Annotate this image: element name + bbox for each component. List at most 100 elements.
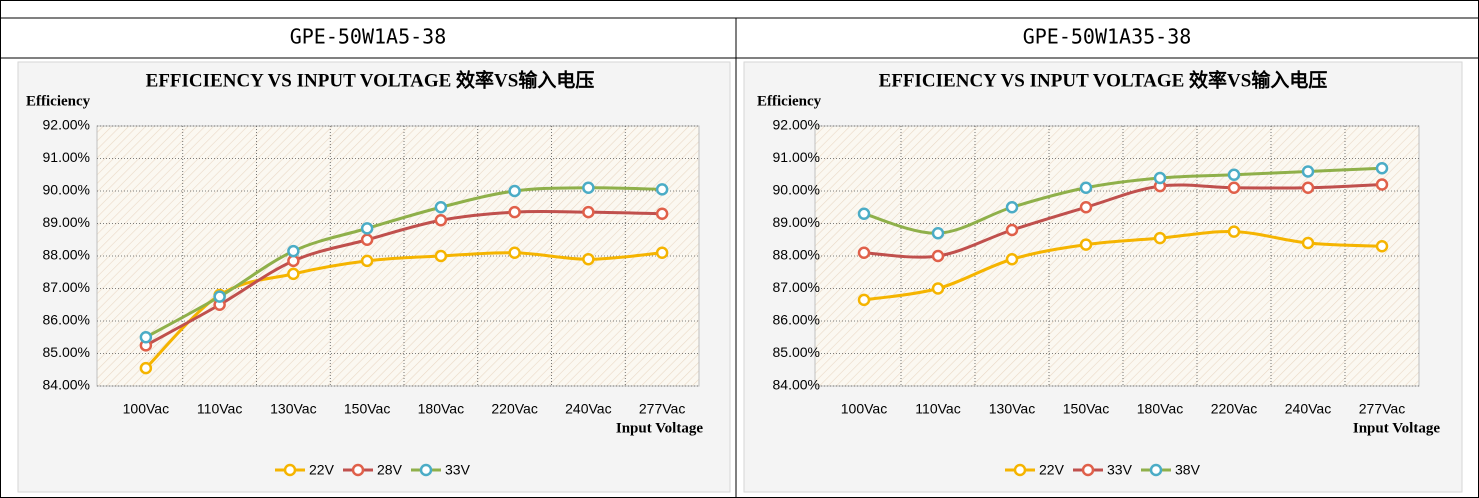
y-tick-label: 85.00% (773, 344, 820, 360)
x-tick-label: 100Vac (123, 401, 169, 417)
legend-label: 28V (377, 462, 403, 478)
data-point (931, 249, 945, 263)
data-point (931, 282, 945, 295)
y-tick-label: 91.00% (773, 149, 820, 165)
data-point (857, 246, 871, 259)
legend-label: 38V (1175, 462, 1201, 478)
x-tick-label: 130Vac (989, 401, 1035, 417)
x-tick-label: 150Vac (1063, 401, 1109, 417)
data-point (582, 253, 595, 266)
data-point (1301, 181, 1315, 194)
data-point (360, 222, 374, 235)
data-point (1227, 168, 1241, 181)
data-point (1005, 201, 1019, 214)
y-tick-label: 84.00% (773, 377, 820, 393)
legend-marker (1013, 463, 1027, 477)
x-tick-label: 150Vac (344, 401, 390, 417)
x-tick-label: 180Vac (1137, 401, 1183, 417)
data-point (1079, 238, 1093, 251)
data-point (1079, 181, 1093, 194)
data-point (1005, 253, 1019, 266)
y-tick-label: 84.00% (43, 377, 90, 393)
y-tick-label: 86.00% (773, 312, 820, 328)
data-point (1153, 171, 1167, 185)
data-point (360, 254, 374, 268)
y-tick-label: 90.00% (773, 182, 820, 198)
x-tick-label: 240Vac (565, 401, 611, 417)
data-point (1079, 201, 1093, 214)
data-point (139, 331, 153, 344)
series-line (863, 166, 1383, 235)
data-point (1227, 225, 1241, 238)
data-point (508, 246, 521, 259)
data-point (655, 207, 669, 220)
series-line (863, 183, 1383, 259)
y-tick-label: 92.00% (773, 117, 820, 133)
y-tick-label: 91.00% (43, 149, 90, 165)
data-point (582, 181, 595, 194)
data-point (655, 183, 669, 196)
legend-label: 22V (309, 462, 335, 478)
legend-label: 33V (1107, 462, 1133, 478)
data-point (139, 361, 153, 375)
x-tick-label: 277Vac (639, 401, 685, 417)
y-axis-label: Efficiency (757, 93, 822, 109)
x-axis-label: Input Voltage (616, 420, 703, 436)
data-point (434, 214, 448, 227)
y-tick-label: 87.00% (773, 279, 820, 295)
y-tick-label: 87.00% (43, 279, 90, 295)
data-point (931, 227, 945, 240)
y-tick-label: 89.00% (43, 214, 90, 230)
y-tick-label: 86.00% (43, 312, 90, 328)
data-point (508, 205, 521, 219)
data-point (213, 290, 226, 303)
data-point (1153, 231, 1167, 245)
data-point (434, 201, 448, 214)
series-line (863, 230, 1383, 302)
y-tick-label: 89.00% (773, 214, 820, 230)
column-header: GPE-50W1A35-38 (1023, 25, 1192, 49)
chart-title: EFFICIENCY VS INPUT VOLTAGE 效率VS输入电压 (879, 68, 1328, 91)
x-tick-label: 220Vac (1211, 401, 1257, 417)
data-point (1005, 223, 1019, 237)
legend-marker (419, 463, 433, 477)
y-tick-label: 85.00% (43, 344, 90, 360)
data-point (360, 233, 374, 246)
x-tick-label: 180Vac (418, 401, 464, 417)
data-point (508, 184, 521, 198)
legend-label: 33V (445, 462, 471, 478)
data-point (287, 244, 300, 258)
data-point (287, 267, 300, 281)
column-header: GPE-50W1A5-38 (290, 25, 447, 49)
data-point (434, 249, 448, 263)
data-point (1301, 236, 1315, 250)
x-tick-label: 110Vac (197, 401, 242, 417)
x-axis-label: Input Voltage (1353, 420, 1440, 436)
data-point (582, 205, 595, 219)
x-tick-label: 277Vac (1359, 401, 1405, 417)
y-tick-label: 90.00% (43, 182, 90, 198)
data-point (1375, 178, 1389, 191)
y-tick-label: 88.00% (773, 247, 820, 263)
y-tick-label: 92.00% (43, 117, 90, 133)
x-tick-label: 100Vac (841, 401, 887, 417)
data-point (655, 246, 669, 259)
data-point (857, 207, 871, 220)
data-point (1375, 240, 1389, 253)
x-tick-label: 240Vac (1285, 401, 1331, 417)
y-axis-label: Efficiency (26, 93, 91, 109)
data-point (1375, 162, 1389, 175)
x-tick-label: 110Vac (915, 401, 960, 417)
chart-title: EFFICIENCY VS INPUT VOLTAGE 效率VS输入电压 (146, 68, 595, 91)
legend-marker (1149, 463, 1163, 477)
data-point (1301, 165, 1315, 178)
data-point (857, 293, 871, 307)
legend-label: 22V (1039, 462, 1065, 478)
legend-marker (283, 463, 297, 477)
y-tick-label: 88.00% (43, 247, 90, 263)
legend-marker (351, 463, 365, 477)
legend-marker (1081, 463, 1095, 477)
data-point (1227, 181, 1241, 194)
x-tick-label: 220Vac (491, 401, 537, 417)
